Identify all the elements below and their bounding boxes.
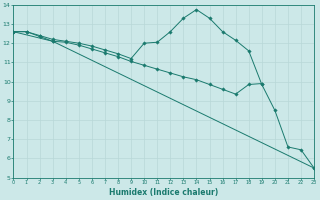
X-axis label: Humidex (Indice chaleur): Humidex (Indice chaleur) [109,188,218,197]
